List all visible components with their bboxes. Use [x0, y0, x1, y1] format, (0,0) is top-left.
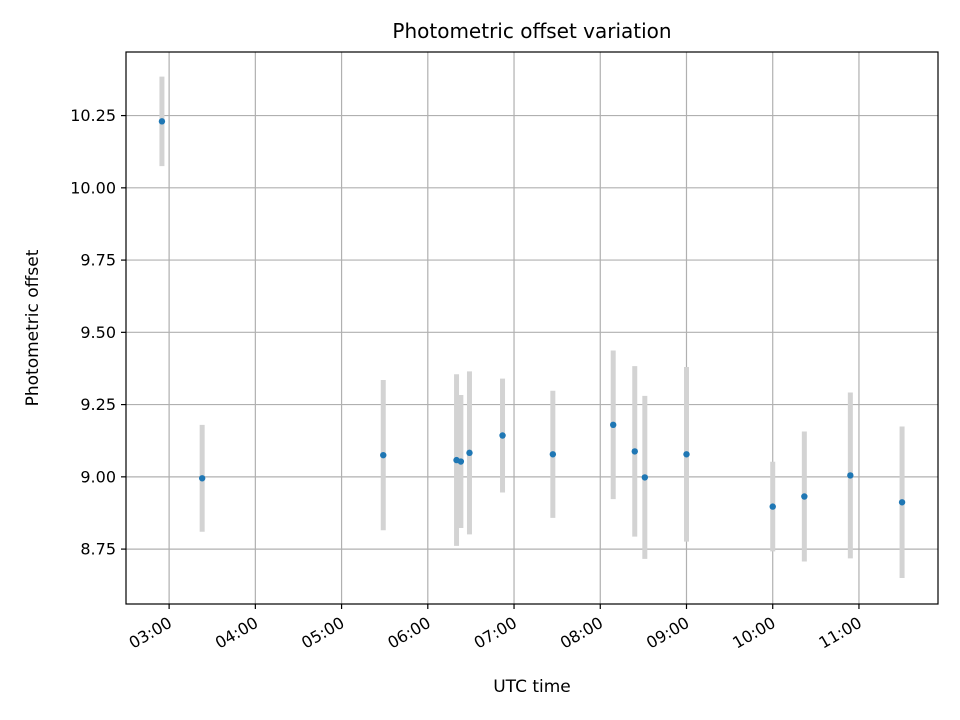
data-points [158, 118, 906, 510]
data-point [499, 432, 506, 439]
data-point [683, 451, 690, 458]
data-point [631, 448, 638, 455]
data-point [198, 475, 206, 482]
plot-frame [125, 51, 939, 605]
data-point [549, 451, 557, 458]
y-tick-label: 9.00 [80, 467, 116, 486]
x-axis-label: UTC time [493, 677, 571, 697]
data-point [158, 118, 166, 125]
data-point [847, 472, 854, 479]
data-point [801, 493, 808, 500]
data-point [466, 449, 473, 457]
data-point [769, 503, 776, 510]
data-point [380, 451, 387, 459]
data-point [898, 499, 906, 506]
data-point [457, 458, 465, 465]
y-tick-label: 9.50 [80, 323, 116, 342]
data-point [641, 474, 649, 481]
y-axis-label: Photometric offset [23, 249, 43, 406]
y-tick-label: 10.25 [70, 106, 116, 125]
y-tick-label: 9.75 [80, 251, 116, 270]
chart-title: Photometric offset variation [392, 19, 671, 43]
grid [126, 52, 938, 604]
data-point [610, 421, 617, 429]
y-tick-label: 9.25 [80, 395, 116, 414]
y-tick-label: 10.00 [70, 178, 116, 197]
y-tick-label: 8.75 [80, 540, 116, 559]
